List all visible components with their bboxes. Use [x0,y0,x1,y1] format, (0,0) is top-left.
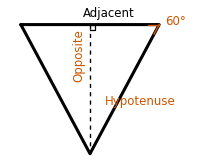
Text: 60°: 60° [165,15,186,28]
Text: Adjacent: Adjacent [83,7,134,20]
Text: Hypotenuse: Hypotenuse [105,95,175,108]
Text: Opposite: Opposite [73,29,86,82]
